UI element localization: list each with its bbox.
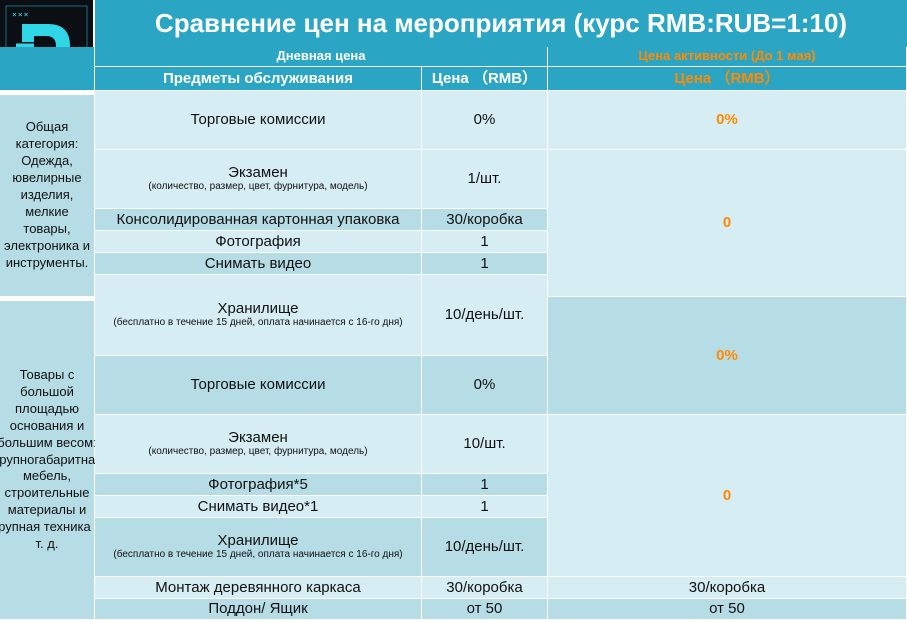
category-large: Товары с большой площадью основания и бо… <box>0 297 102 620</box>
header-items: Предметы обслуживания <box>95 67 422 91</box>
s2-promo-rest: 0 <box>548 415 907 577</box>
s2-price-commission: 0% <box>422 356 548 415</box>
header-daily-price: Дневная цена <box>95 47 548 67</box>
s2-price-pallet: от 50 <box>422 599 548 620</box>
header-promo-price: Цена активности (До 1 мая) <box>548 47 907 67</box>
s2-item-video: Снимать видео*1 <box>95 496 422 518</box>
s1-item-storage-note: (бесплатно в течение 15 дней, оплата нач… <box>113 317 403 329</box>
s2-item-pallet: Поддон/ Ящик <box>95 599 422 620</box>
s1-item-storage-label: Хранилище <box>217 300 299 318</box>
s1-price-video: 1 <box>422 253 548 275</box>
s1-price-storage: 10/день/шт. <box>422 275 548 356</box>
s1-item-video: Снимать видео <box>95 253 422 275</box>
s1-price-exam: 1/шт. <box>422 150 548 209</box>
s2-price-storage: 10/день/шт. <box>422 518 548 577</box>
header-promo-price-rmb: Цена （RMB） <box>548 67 907 91</box>
header-price-rmb: Цена （RMB） <box>422 67 548 91</box>
s2-item-exam-note: (количество, размер, цвет, фурнитура, мо… <box>148 446 368 458</box>
s1-item-commission: Торговые комиссии <box>95 91 422 150</box>
s1-price-photo: 1 <box>422 231 548 253</box>
s1-promo-commission: 0% <box>548 91 907 150</box>
logo-dots: ××× <box>12 10 30 19</box>
s2-price-frame: 30/коробка <box>422 577 548 599</box>
s2-promo-frame: 30/коробка <box>548 577 907 599</box>
s2-item-exam: Экзамен (количество, размер, цвет, фурни… <box>95 415 422 474</box>
s2-price-exam: 10/шт. <box>422 415 548 474</box>
page-title: Сравнение цен на мероприятия (курс RMB:R… <box>95 0 907 47</box>
s1-price-commission: 0% <box>422 91 548 150</box>
s2-price-video: 1 <box>422 496 548 518</box>
s2-item-storage: Хранилище (бесплатно в течение 15 дней, … <box>95 518 422 577</box>
s2-item-storage-label: Хранилище <box>217 532 299 550</box>
s2-item-exam-label: Экзамен <box>228 429 288 447</box>
s2-item-photo: Фотография*5 <box>95 474 422 496</box>
s2-price-photo: 1 <box>422 474 548 496</box>
category-general: Общая категория: Одежда, ювелирные издел… <box>0 91 95 297</box>
price-table: Дневная цена Цена активности (До 1 мая) … <box>0 47 907 620</box>
s2-item-storage-note: (бесплатно в течение 15 дней, оплата нач… <box>113 549 403 561</box>
s1-item-exam: Экзамен (количество, размер, цвет, фурни… <box>95 150 422 209</box>
s2-promo-commission: 0% <box>548 297 907 415</box>
s1-item-packaging: Консолидированная картонная упаковка <box>95 209 422 231</box>
s2-item-frame: Монтаж деревянного каркаса <box>95 577 422 599</box>
s1-item-exam-label: Экзамен <box>228 164 288 182</box>
s2-promo-pallet: от 50 <box>548 599 907 620</box>
s1-item-exam-note: (количество, размер, цвет, фурнитура, мо… <box>148 181 368 193</box>
s1-item-storage: Хранилище (бесплатно в течение 15 дней, … <box>95 275 422 356</box>
s1-promo-rest: 0 <box>548 150 907 297</box>
s1-price-packaging: 30/коробка <box>422 209 548 231</box>
s2-item-commission: Торговые комиссии <box>95 356 422 415</box>
s1-item-photo: Фотография <box>95 231 422 253</box>
header-empty <box>0 47 95 91</box>
